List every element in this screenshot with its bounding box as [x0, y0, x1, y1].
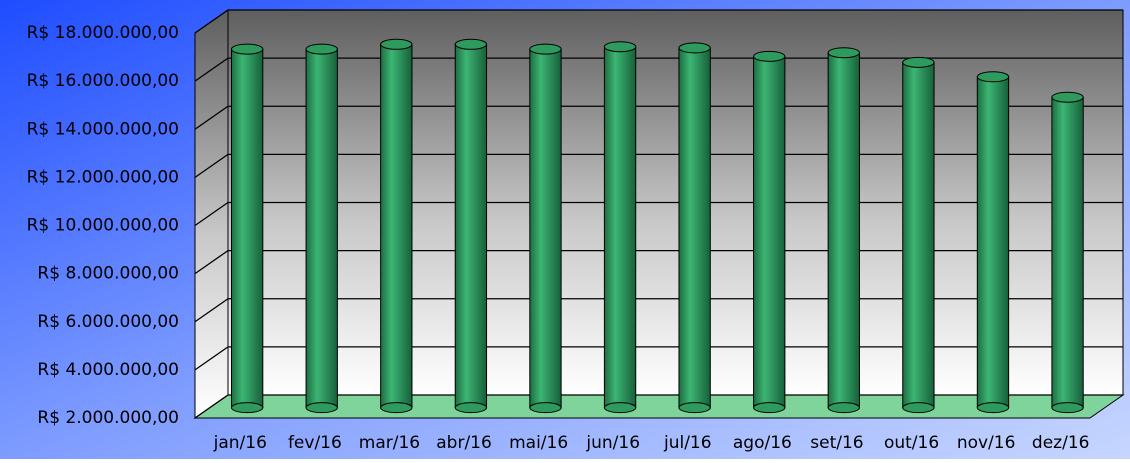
x-tick-label: mar/16 — [359, 433, 420, 453]
y-tick-label: R$ 2.000.000,00 — [37, 408, 179, 428]
bar-base — [827, 402, 860, 414]
bar-base — [678, 402, 711, 414]
bar — [230, 48, 264, 409]
grid-line — [194, 249, 1123, 275]
grid-line — [194, 394, 1123, 419]
bar-top — [529, 43, 562, 55]
grid-line — [194, 298, 1123, 323]
bar — [902, 61, 935, 409]
x-tick-label: out/16 — [884, 433, 939, 453]
grid-line — [194, 105, 1123, 130]
grid-line — [194, 57, 1123, 82]
x-tick-label: ago/16 — [733, 433, 792, 453]
x-tick-label: fev/16 — [288, 433, 342, 453]
x-tick-label: jun/16 — [585, 433, 640, 453]
bar-top — [976, 71, 1010, 83]
bar-top — [380, 38, 413, 50]
x-tick-label: nov/16 — [957, 433, 1016, 453]
bar-base — [753, 402, 786, 414]
bar — [1051, 96, 1084, 409]
y-tick-label: R$ 4.000.000,00 — [37, 360, 179, 380]
y-tick-label: R$ 16.000.000,00 — [27, 71, 179, 91]
y-tick-label: R$ 12.000.000,00 — [27, 167, 179, 187]
y-tick-label: R$ 8.000.000,00 — [37, 264, 179, 284]
bar-top — [827, 47, 860, 59]
grid-line — [194, 346, 1123, 371]
y-tick-label: R$ 6.000.000,00 — [37, 312, 179, 332]
bar — [827, 52, 860, 409]
y-tick-label: R$ 18.000.000,00 — [27, 23, 179, 43]
y-tick-label: R$ 10.000.000,00 — [27, 216, 179, 236]
bar-top — [753, 50, 786, 62]
bar — [753, 55, 786, 409]
bar — [380, 43, 413, 409]
bar-top — [902, 56, 935, 68]
bar-base — [902, 402, 935, 414]
bar — [976, 76, 1010, 409]
bar-top — [603, 41, 637, 53]
bar-base — [976, 402, 1010, 414]
bar-top — [230, 43, 264, 55]
x-tick-label: dez/16 — [1032, 433, 1090, 453]
grid-line — [194, 9, 1123, 34]
x-tick-label: mai/16 — [509, 433, 568, 453]
x-tick-label: jul/16 — [663, 433, 712, 453]
bar — [454, 43, 488, 409]
grid-line — [194, 153, 1123, 178]
bar-top — [678, 42, 711, 54]
y-tick-label: R$ 14.000.000,00 — [27, 119, 179, 139]
bar — [603, 46, 637, 409]
bar-base — [1051, 402, 1084, 414]
bar-base — [305, 402, 338, 414]
bar-top — [454, 38, 488, 50]
bar-base — [603, 402, 637, 414]
bar-top — [1051, 91, 1084, 103]
grid-line — [194, 201, 1123, 227]
bar-base — [230, 402, 264, 414]
x-tick-label: abr/16 — [436, 433, 492, 453]
bar-base — [380, 402, 413, 414]
bar-base — [529, 402, 562, 414]
bar-top — [305, 43, 338, 55]
bar — [678, 47, 711, 409]
bar-base — [454, 402, 488, 414]
bar — [305, 48, 338, 409]
x-tick-label: set/16 — [810, 433, 863, 453]
bar — [529, 48, 562, 409]
x-tick-label: jan/16 — [213, 433, 267, 453]
